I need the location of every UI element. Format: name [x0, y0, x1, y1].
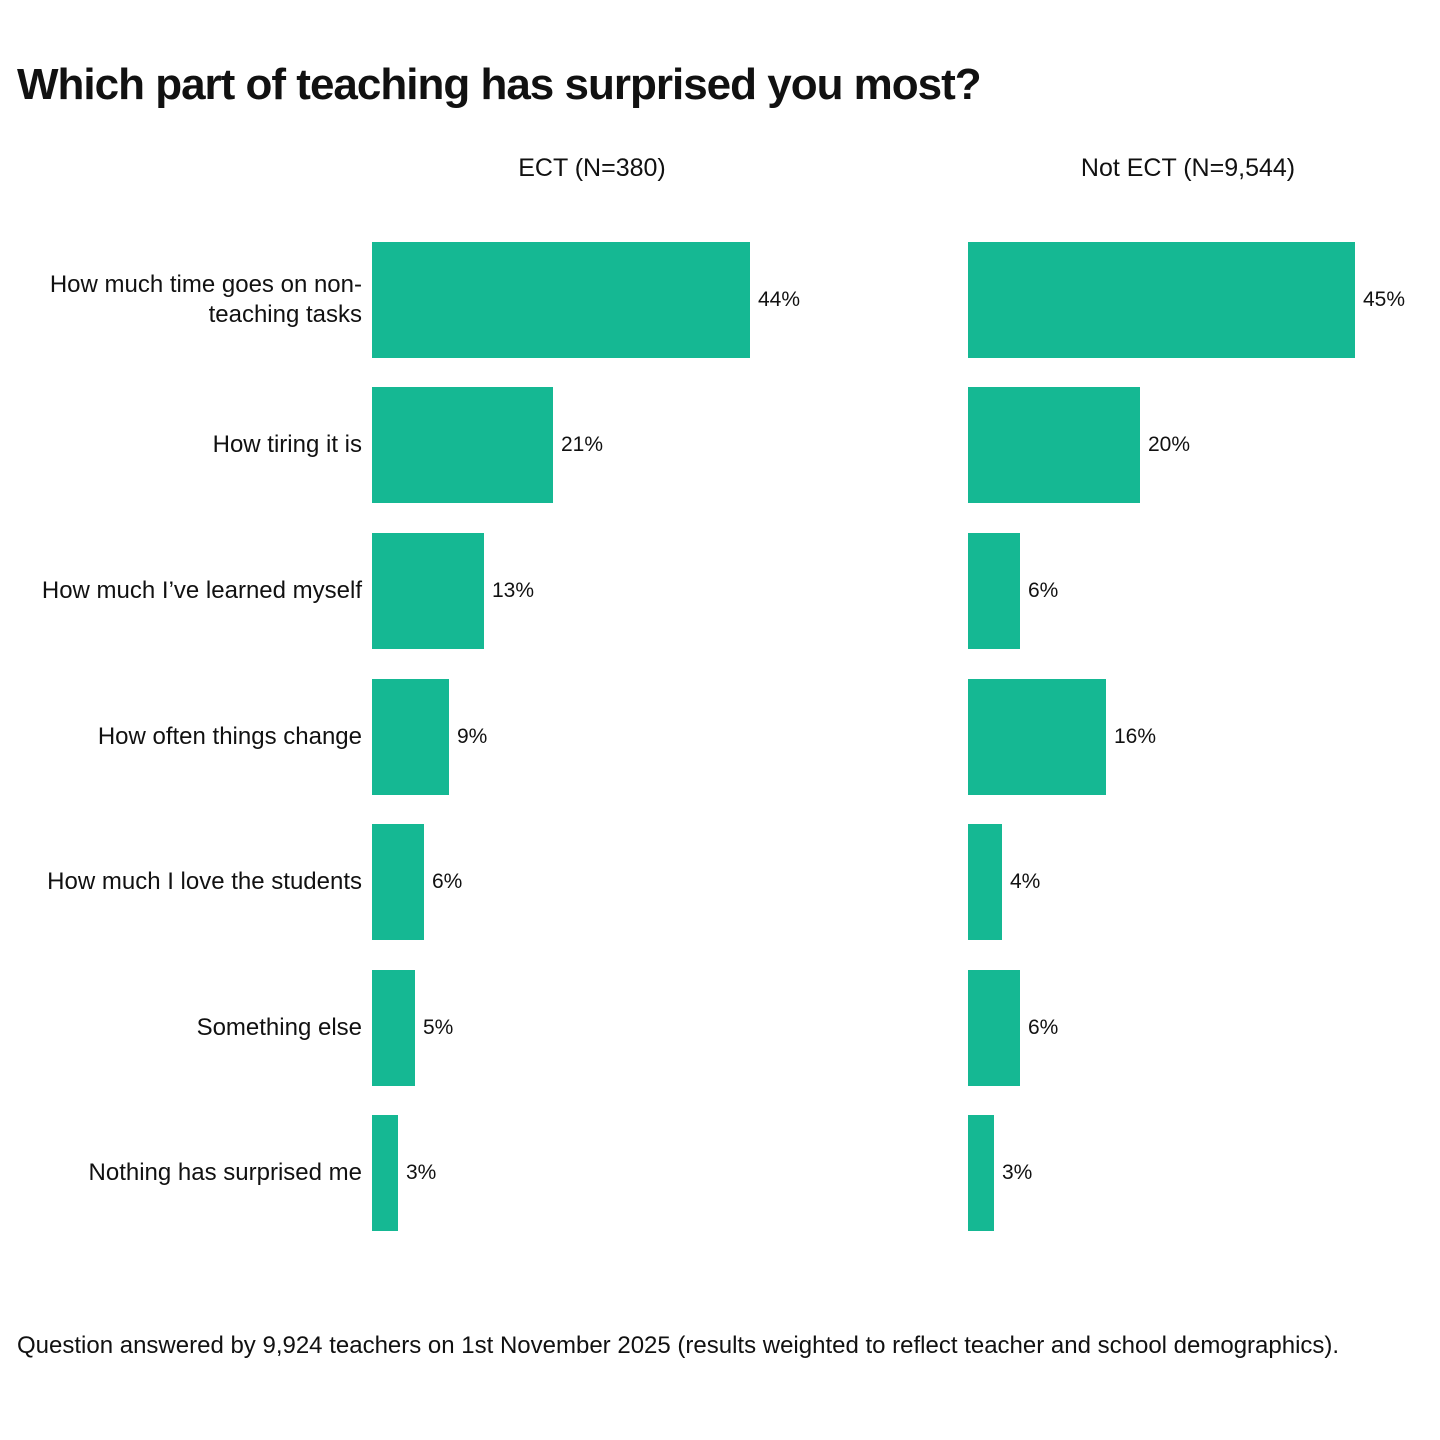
page-title: Which part of teaching has surprised you…	[17, 60, 982, 109]
bar-cell-ect: 13%	[362, 532, 958, 649]
category-label: How much time goes on non-teaching tasks	[49, 270, 362, 328]
bar-cell-ect: 9%	[362, 678, 958, 795]
chart-row: Nothing has surprised me 3% 3%	[0, 1101, 1440, 1247]
category-label: How often things change	[97, 722, 362, 750]
category-label: How tiring it is	[212, 431, 362, 459]
chart-row: How much I’ve learned myself 13% 6%	[0, 518, 1440, 664]
category-label: How much I love the students	[47, 868, 362, 896]
value-label-ect: 6%	[432, 870, 463, 894]
value-label-not-ect: 6%	[1028, 1015, 1059, 1039]
value-label-not-ect: 3%	[1002, 1161, 1033, 1185]
bar-cell-not-ect: 16%	[958, 678, 1440, 795]
value-label-not-ect: 45%	[1363, 287, 1406, 311]
bar-not-ect	[968, 1115, 994, 1232]
bar-cell-ect: 21%	[362, 387, 958, 504]
bar-not-ect	[968, 678, 1106, 795]
chart-row: How much I love the students 6% 4%	[0, 809, 1440, 955]
bar-cell-ect: 3%	[362, 1115, 958, 1232]
value-label-ect: 3%	[406, 1161, 437, 1185]
bar-ect	[372, 532, 484, 649]
value-label-not-ect: 4%	[1010, 870, 1041, 894]
chart-row: How tiring it is 21% 20%	[0, 373, 1440, 519]
value-label-ect: 21%	[561, 433, 604, 457]
bar-cell-not-ect: 6%	[958, 969, 1440, 1086]
value-label-ect: 9%	[457, 724, 488, 748]
bar-cell-not-ect: 45%	[958, 241, 1440, 358]
bar-not-ect	[968, 969, 1020, 1086]
bar-cell-ect: 5%	[362, 969, 958, 1086]
column-header-not-ect: Not ECT (N=9,544)	[1080, 154, 1296, 182]
bar-chart: How much time goes on non-teaching tasks…	[0, 227, 1440, 1246]
chart-row: How much time goes on non-teaching tasks…	[0, 227, 1440, 373]
footnote: Question answered by 9,924 teachers on 1…	[17, 1332, 1340, 1359]
bar-ect	[372, 387, 553, 504]
value-label-ect: 44%	[758, 287, 801, 311]
category-label: Nothing has surprised me	[88, 1159, 362, 1187]
bar-cell-not-ect: 3%	[958, 1115, 1440, 1232]
value-label-not-ect: 6%	[1028, 578, 1059, 602]
bar-cell-not-ect: 4%	[958, 824, 1440, 941]
category-label: How much I’ve learned myself	[41, 576, 362, 604]
chart-row: How often things change 9% 16%	[0, 664, 1440, 810]
bar-not-ect	[968, 387, 1140, 504]
column-header-ect: ECT (N=380)	[518, 154, 666, 182]
bar-cell-ect: 6%	[362, 824, 958, 941]
value-label-ect: 13%	[492, 578, 535, 602]
bar-ect	[372, 241, 750, 358]
bar-cell-ect: 44%	[362, 241, 958, 358]
chart-row: Something else 5% 6%	[0, 955, 1440, 1101]
bar-not-ect	[968, 532, 1020, 649]
category-label: Something else	[196, 1013, 362, 1041]
value-label-ect: 5%	[423, 1015, 454, 1039]
bar-ect	[372, 678, 449, 795]
bar-not-ect	[968, 824, 1002, 941]
value-label-not-ect: 16%	[1114, 724, 1157, 748]
value-label-not-ect: 20%	[1148, 433, 1191, 457]
bar-ect	[372, 969, 415, 1086]
bar-cell-not-ect: 6%	[958, 532, 1440, 649]
bar-ect	[372, 1115, 398, 1232]
bar-not-ect	[968, 241, 1355, 358]
bar-cell-not-ect: 20%	[958, 387, 1440, 504]
bar-ect	[372, 824, 424, 941]
